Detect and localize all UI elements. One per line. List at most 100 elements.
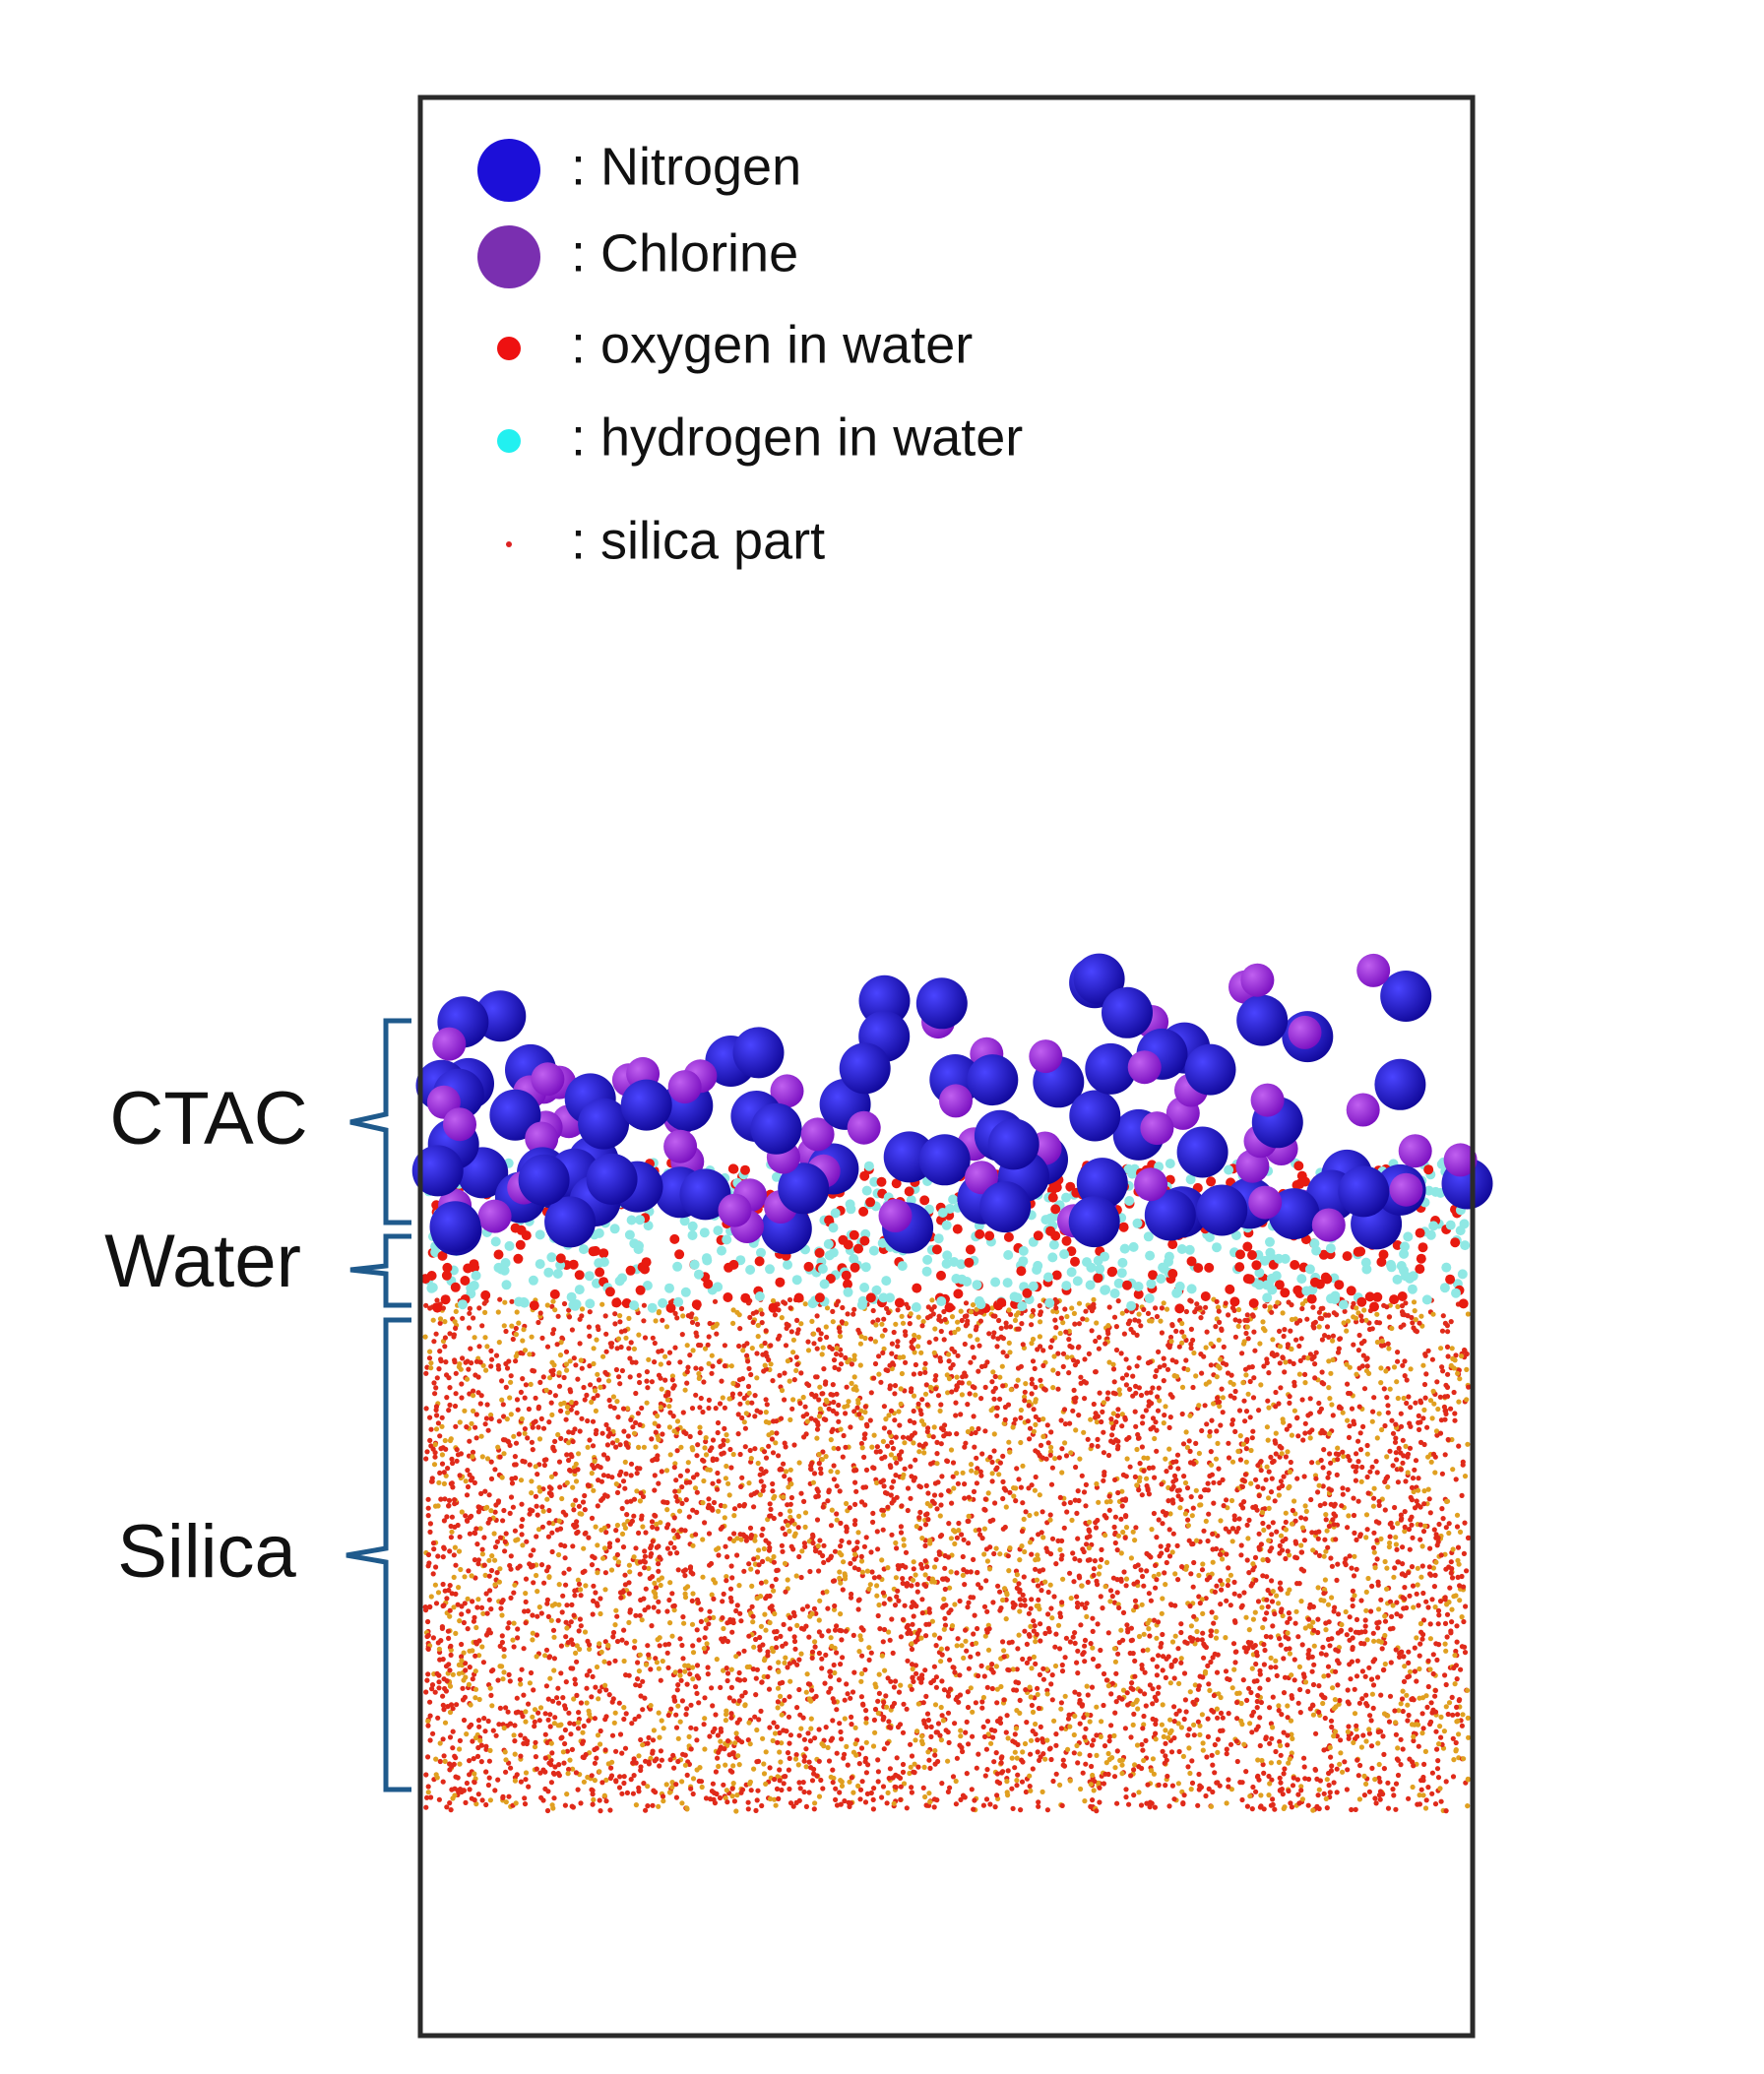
- silica-atom: [1107, 1588, 1114, 1594]
- silica-atom: [635, 1411, 642, 1416]
- silica-atom: [664, 1650, 670, 1656]
- silica-atom: [884, 1305, 890, 1311]
- silica-atom: [670, 1414, 676, 1419]
- silica-atom: [770, 1378, 776, 1384]
- silica-atom: [1351, 1512, 1357, 1519]
- silica-atom: [1338, 1737, 1344, 1743]
- silica-atom: [853, 1488, 859, 1494]
- silica-atom: [1002, 1524, 1008, 1531]
- silica-atom: [1020, 1656, 1026, 1663]
- silica-atom: [1071, 1310, 1077, 1316]
- silica-atom: [736, 1583, 742, 1589]
- silica-atom: [1166, 1654, 1171, 1660]
- silica-atom: [1134, 1446, 1140, 1453]
- silica-atom: [716, 1478, 722, 1484]
- silica-atom: [1363, 1535, 1369, 1540]
- silica-atom: [594, 1664, 600, 1670]
- silica-atom: [654, 1526, 661, 1532]
- silica-atom: [1181, 1670, 1188, 1676]
- silica-atom: [529, 1334, 535, 1340]
- silica-atom: [816, 1461, 822, 1467]
- silica-atom: [1310, 1681, 1317, 1688]
- silica-atom: [1247, 1721, 1253, 1727]
- silica-atom: [875, 1779, 881, 1785]
- silica-atom: [747, 1525, 754, 1531]
- silica-atom: [1311, 1643, 1317, 1649]
- silica-atom: [652, 1420, 658, 1426]
- silica-atom: [1002, 1404, 1008, 1411]
- silica-atom: [1273, 1430, 1279, 1436]
- silica-atom: [922, 1572, 928, 1578]
- silica-atom: [1277, 1775, 1283, 1781]
- silica-atom: [613, 1607, 619, 1613]
- silica-atom: [723, 1718, 729, 1724]
- silica-atom: [1310, 1304, 1316, 1310]
- silica-atom: [566, 1314, 573, 1320]
- silica-atom: [969, 1787, 975, 1792]
- silica-atom: [1169, 1322, 1175, 1328]
- silica-atom: [613, 1366, 620, 1373]
- silica-atom: [540, 1425, 547, 1431]
- silica-atom: [855, 1530, 861, 1536]
- silica-atom: [520, 1376, 526, 1382]
- silica-atom: [1294, 1777, 1300, 1783]
- silica-atom: [1181, 1716, 1187, 1723]
- silica-atom: [821, 1366, 827, 1372]
- silica-atom: [437, 1470, 443, 1476]
- silica-atom: [1159, 1610, 1165, 1616]
- silica-atom: [1387, 1693, 1394, 1699]
- silica-atom: [602, 1587, 608, 1593]
- silica-atom: [718, 1684, 724, 1690]
- silica-atom: [798, 1321, 804, 1327]
- silica-atom: [682, 1663, 688, 1668]
- silica-atom: [851, 1352, 857, 1358]
- silica-atom: [979, 1699, 985, 1705]
- silica-atom: [736, 1762, 742, 1768]
- silica-atom: [590, 1788, 596, 1793]
- silica-atom: [701, 1458, 707, 1464]
- silica-atom: [1302, 1776, 1308, 1782]
- silica-atom: [973, 1429, 978, 1436]
- silica-atom: [1318, 1597, 1324, 1603]
- silica-atom: [1354, 1723, 1359, 1728]
- silica-atom: [1243, 1330, 1249, 1337]
- silica-atom: [934, 1506, 940, 1512]
- silica-atom: [793, 1573, 799, 1579]
- silica-atom: [1347, 1423, 1353, 1429]
- silica-atom: [1408, 1423, 1414, 1429]
- silica-atom: [1077, 1456, 1083, 1462]
- silica-atom: [861, 1543, 868, 1549]
- silica-atom: [623, 1711, 629, 1717]
- silica-atom: [563, 1679, 569, 1685]
- silica-atom: [1440, 1313, 1446, 1319]
- silica-atom: [1130, 1373, 1136, 1379]
- silica-atom: [894, 1545, 900, 1551]
- silica-atom: [664, 1507, 670, 1513]
- silica-atom: [913, 1572, 918, 1578]
- silica-atom: [872, 1360, 879, 1367]
- silica-atom: [1337, 1761, 1343, 1767]
- silica-atom: [652, 1340, 658, 1347]
- silica-atom: [511, 1590, 517, 1596]
- silica-atom: [674, 1315, 680, 1321]
- silica-atom: [536, 1710, 541, 1716]
- silica-atom: [1058, 1315, 1064, 1321]
- silica-atom: [1205, 1663, 1211, 1668]
- silica-atom: [760, 1735, 766, 1741]
- silica-atom: [1146, 1591, 1152, 1597]
- silica-atom: [855, 1598, 861, 1603]
- silica-atom: [1260, 1485, 1266, 1491]
- silica-atom: [535, 1472, 540, 1477]
- silica-atom: [1386, 1346, 1392, 1351]
- silica-atom: [1226, 1312, 1231, 1318]
- silica-atom: [777, 1767, 783, 1773]
- silica-atom: [1425, 1604, 1431, 1610]
- silica-atom: [663, 1468, 670, 1474]
- silica-atom: [722, 1425, 727, 1431]
- silica-atom: [1236, 1516, 1242, 1522]
- silica-atom: [1195, 1802, 1201, 1808]
- silica-atom: [724, 1438, 730, 1444]
- silica-atom: [1014, 1778, 1020, 1784]
- silica-atom: [1082, 1643, 1088, 1649]
- silica-atom: [1364, 1363, 1370, 1369]
